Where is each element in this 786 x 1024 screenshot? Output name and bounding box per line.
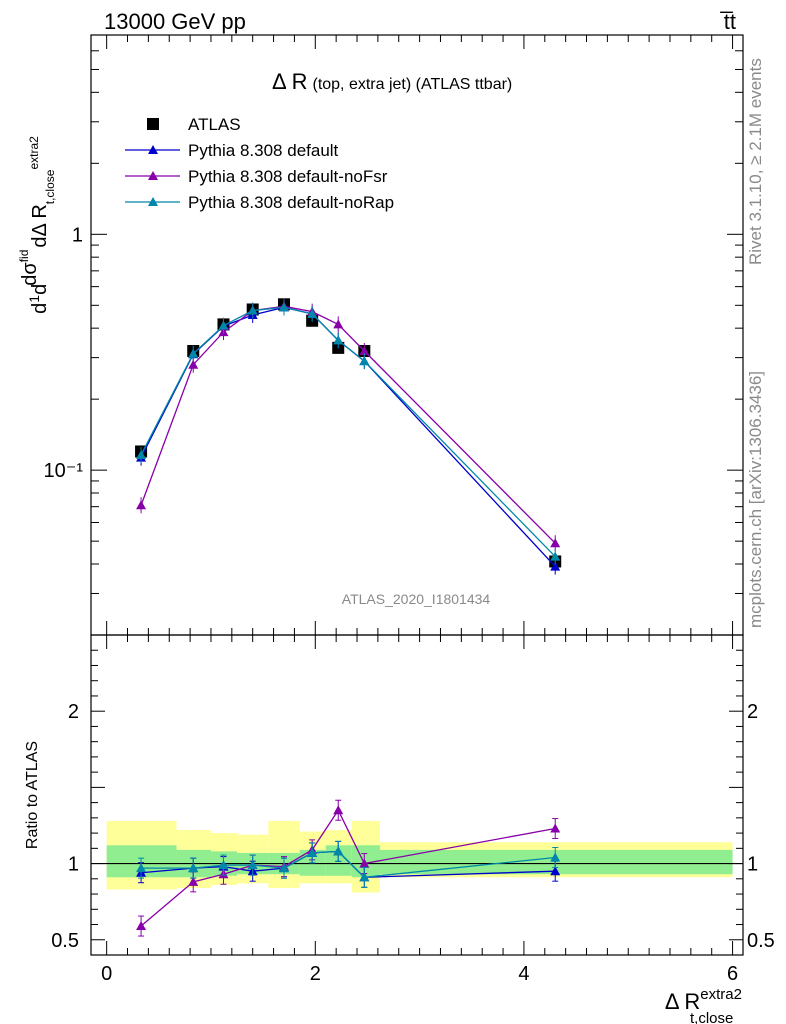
x-axis-label-main: Δ R (665, 989, 700, 1014)
pythia-8-308-default-norap-marker (550, 551, 561, 561)
legend-pythia-8-308-default-nofsr-marker (148, 171, 158, 180)
ratio-pythia-8-308-default-nofsr-marker (333, 805, 344, 815)
ratio-pythia-8-308-default-norap-marker (218, 860, 229, 870)
ratio-pythia-8-308-default-marker (550, 866, 561, 876)
legend-pythia-8-308-default-marker (148, 145, 158, 154)
legend-pythia-8-308-default-nofsr-label: Pythia 8.308 default-noFsr (188, 167, 388, 186)
ratio-pythia-8-308-default-norap-marker (359, 872, 370, 882)
ratio-pythia-8-308-default-norap-marker (247, 860, 258, 870)
ratio-y-axis-label: Ratio to ATLAS (24, 741, 41, 849)
ratio-x-tick-label: 0 (101, 963, 112, 985)
plot-title: Δ R (top, extra jet) (ATLAS ttbar) (272, 69, 512, 94)
ratio-pythia-8-308-default-norap-marker (307, 847, 318, 857)
pythia-8-308-default-norap-marker (278, 302, 289, 312)
legend-atlas-marker (147, 118, 159, 130)
ratio-x-tick-label: 6 (727, 963, 738, 985)
pythia-8-308-default-norap-marker (188, 348, 199, 358)
ratio-pythia-8-308-default-norap-marker (333, 846, 344, 856)
ratio-x-tick-label: 4 (518, 963, 529, 985)
ratio-pythia-8-308-default-norap-marker (188, 863, 199, 873)
ratio-pythia-8-308-default-nofsr-marker (188, 876, 199, 886)
header-right: t̅t (720, 9, 736, 34)
ratio-pythia-8-308-default-norap-marker (136, 863, 147, 873)
pythia-8-308-default-line (140, 306, 556, 568)
ratio-frame (90, 634, 744, 956)
main-y-tick-label: 10⁻¹ (44, 460, 84, 482)
pythia-8-308-default-nofsr-marker (550, 538, 561, 548)
ratio-pythia-8-308-default-norap-marker (278, 863, 289, 873)
pythia-8-308-default-norap-line (140, 306, 556, 558)
pythia-8-308-default-norap-marker (359, 356, 370, 366)
legend-pythia-8-308-default-norap-marker (148, 197, 158, 206)
ratio-x-tick-label: 2 (310, 963, 321, 985)
ratio-y-tick-label: 1 (68, 854, 79, 876)
ratio-y-tick-label: 0.5 (51, 930, 79, 952)
ratio-y-tick-label-right: 2 (747, 701, 758, 723)
legend-pythia-8-308-default-label: Pythia 8.308 default (188, 141, 339, 160)
side-mcplots-label: mcplots.cern.ch [arXiv:1306.3436] (746, 371, 765, 628)
main-y-tick-label: 1 (72, 224, 83, 246)
pythia-8-308-default-norap-marker (136, 449, 147, 459)
ratio-y-tick-label: 2 (68, 701, 79, 723)
main-y-axis-label: d1ddσfiddΔ Rt,closeextra2 (17, 136, 57, 314)
pythia-8-308-default-norap-marker (333, 335, 344, 345)
pythia-8-308-default-norap-marker (218, 320, 229, 330)
pythia-8-308-default-nofsr-marker (359, 346, 370, 356)
pythia-8-308-default-norap-marker (307, 308, 318, 318)
legend-pythia-8-308-default-norap-label: Pythia 8.308 default-noRap (188, 193, 394, 212)
ratio-ticks: 0 2 4 6 0.5 0.5 1 1 2 2 (51, 634, 775, 985)
main-panel: 10⁻¹1 Δ R (top, extra jet) (ATLAS ttbar) … (17, 34, 744, 636)
side-rivet-label: Rivet 3.1.10, ≥ 2.1M events (746, 58, 765, 265)
svg-text:d1ddσfiddΔ Rt,closeextra2: d1ddσfiddΔ Rt,closeextra2 (17, 136, 57, 314)
pythia-8-308-default-norap-marker (247, 305, 258, 315)
pythia-8-308-default-nofsr-line (140, 305, 556, 544)
x-axis-label: Δ Rextra2 t,close (665, 986, 742, 1024)
ratio-pythia-8-308-default-nofsr-marker (136, 921, 147, 931)
ratio-plot-area (91, 799, 743, 937)
pythia-8-308-default-nofsr-marker (136, 500, 147, 510)
header-left: 13000 GeV pp (104, 9, 246, 34)
plot-title-main: Δ R (272, 69, 307, 94)
ratio-pythia-8-308-default-norap-marker (550, 852, 561, 862)
main-ticks: 10⁻¹ 1 (44, 34, 743, 636)
watermark: ATLAS_2020_I1801434 (342, 591, 491, 607)
ratio-y-tick-label-right: 1 (747, 854, 758, 876)
plot-title-sub: (top, extra jet) (ATLAS ttbar) (312, 76, 512, 93)
x-axis-label-sub: t,close (690, 1010, 733, 1024)
legend-atlas-label: ATLAS (188, 115, 241, 134)
main-plot-area (135, 298, 562, 575)
ratio-panel: 0 2 4 6 0.5 0.5 1 1 2 2 Ratio to ATLAS Δ Rextra2 t… (24, 634, 775, 1024)
pythia-8-308-default-nofsr-marker (188, 359, 199, 369)
x-axis-label-sup: extra2 (700, 986, 742, 1003)
ratio-pythia-8-308-default-nofsr-marker (550, 823, 561, 833)
pythia-8-308-default-marker (550, 561, 561, 571)
ratio-pythia-8-308-default-nofsr-marker (359, 858, 370, 868)
pythia-8-308-default-nofsr-marker (333, 319, 344, 329)
legend: ATLAS Pythia 8.308 default Pythia 8.308 de… (125, 115, 394, 212)
ratio-y-tick-label-right: 0.5 (747, 930, 775, 952)
